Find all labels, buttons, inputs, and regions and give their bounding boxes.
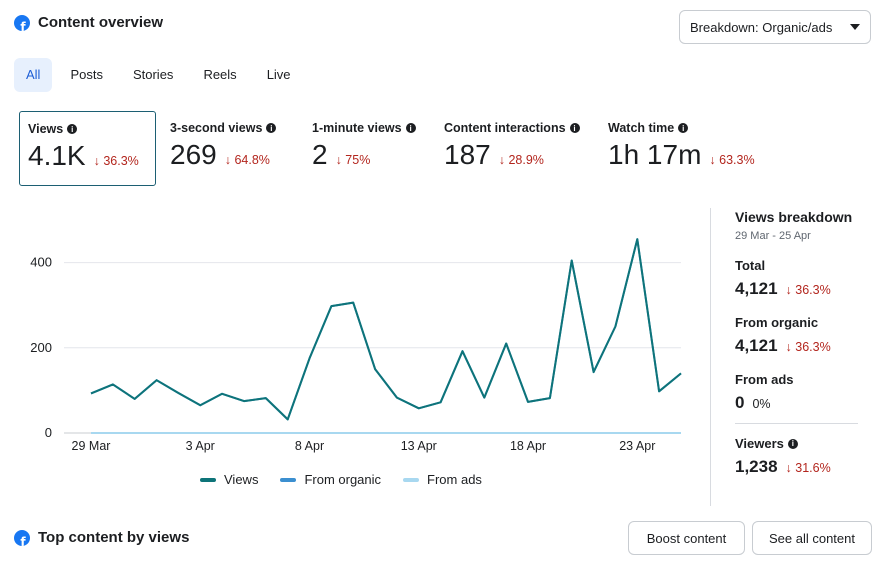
legend-swatch <box>280 477 297 482</box>
boost-content-button[interactable]: Boost content <box>628 521 745 555</box>
metric-change: ↓ 64.8% <box>224 153 270 167</box>
series-line-from-organic <box>90 238 682 421</box>
legend-label: From organic <box>304 472 382 487</box>
section-title: Top content by views <box>38 529 190 546</box>
metric-views[interactable]: Views i 4.1K ↓ 36.3% <box>19 111 156 186</box>
breakdown-label: From organic <box>735 315 819 330</box>
breakdown-value: 0 <box>735 393 745 412</box>
breakdown-title: Views breakdown <box>735 209 853 225</box>
breakdown-from-ads: From ads 0 0% <box>735 372 870 413</box>
metric-value: 1h 17m <box>608 139 702 170</box>
info-icon[interactable]: i <box>405 123 416 133</box>
metric-label: Watch time <box>608 121 675 135</box>
metric-label: Content interactions <box>444 121 566 135</box>
y-tick-label: 400 <box>30 255 52 270</box>
breakdown-total: Total 4,121 ↓ 36.3% <box>735 258 870 299</box>
breakdown-change: ↓ 31.6% <box>785 461 831 475</box>
y-tick-label: 200 <box>30 340 52 355</box>
metric-1-minute-views[interactable]: 1-minute views i 2 ↓ 75% <box>298 111 428 186</box>
see-all-content-button[interactable]: See all content <box>752 521 872 555</box>
breakdown-date-range: 29 Mar - 25 Apr <box>735 230 811 242</box>
content-type-tabs: All Posts Stories Reels Live <box>14 58 303 92</box>
breakdown-value: 1,238 <box>735 457 778 476</box>
content-overview-header: f Content overview <box>14 14 163 31</box>
y-tick-label: 0 <box>45 425 52 440</box>
tab-stories[interactable]: Stories <box>132 67 174 82</box>
info-icon[interactable]: i <box>787 438 798 449</box>
tab-live[interactable]: Live <box>266 67 291 82</box>
info-icon[interactable]: i <box>678 123 689 133</box>
series-line-views <box>90 238 682 421</box>
metric-label: Views <box>28 122 64 136</box>
breakdown-label: Total <box>735 258 766 273</box>
divider <box>735 423 858 424</box>
info-icon[interactable]: i <box>67 124 78 134</box>
breakdown-from-organic: From organic 4,121 ↓ 36.3% <box>735 315 870 356</box>
x-tick-label: 23 Apr <box>619 439 655 453</box>
chevron-down-icon <box>850 24 860 30</box>
breakdown-change: 0% <box>752 397 771 411</box>
metric-3-second-views[interactable]: 3-second views i 269 ↓ 64.8% <box>156 111 298 186</box>
metric-change: ↓ 75% <box>335 153 371 167</box>
metrics-row: Views i 4.1K ↓ 36.3% 3-second views i 269 ↓ … <box>19 111 764 186</box>
breakdown-dropdown[interactable]: Breakdown: Organic/ads <box>679 10 871 44</box>
metric-label: 1-minute views <box>312 121 402 135</box>
breakdown-change: ↓ 36.3% <box>785 283 831 297</box>
x-tick-label: 29 Mar <box>72 439 111 453</box>
metric-change: ↓ 63.3% <box>709 153 755 167</box>
chart-legend: Views From organic From ads <box>200 472 482 487</box>
x-tick-label: 18 Apr <box>510 439 546 453</box>
tab-reels[interactable]: Reels <box>203 67 237 82</box>
metric-change: ↓ 36.3% <box>93 154 139 168</box>
x-tick-label: 13 Apr <box>401 439 437 453</box>
breakdown-viewers: Viewers i 1,238 ↓ 31.6% <box>735 436 870 477</box>
metric-label: 3-second views <box>170 121 263 135</box>
info-icon[interactable]: i <box>266 123 277 133</box>
tab-posts[interactable]: Posts <box>70 67 103 82</box>
legend-label: Views <box>224 472 259 487</box>
x-tick-label: 3 Apr <box>186 439 215 453</box>
views-line-chart: 0 200 400 29 Mar 3 Apr 8 Apr 13 Apr 18 Apr 23 Ap… <box>30 238 682 453</box>
tab-all[interactable]: All <box>14 58 53 92</box>
breakdown-value: 4,121 <box>735 336 778 355</box>
metric-value: 269 <box>170 139 217 170</box>
breakdown-value: 4,121 <box>735 279 778 298</box>
metric-value: 2 <box>312 139 328 170</box>
legend-item-views[interactable]: Views <box>200 472 258 487</box>
info-icon[interactable]: i <box>569 123 580 133</box>
metric-watch-time[interactable]: Watch time i 1h 17m ↓ 63.3% <box>594 111 764 186</box>
facebook-icon: f <box>14 529 30 546</box>
metric-change: ↓ 28.9% <box>498 153 544 167</box>
page-title: Content overview <box>38 14 164 31</box>
legend-swatch <box>200 477 216 482</box>
x-tick-label: 8 Apr <box>295 439 324 453</box>
breakdown-change: ↓ 36.3% <box>785 340 831 354</box>
legend-label: From ads <box>427 472 482 487</box>
legend-item-from-ads[interactable]: From ads <box>403 472 482 487</box>
facebook-icon: f <box>14 14 30 31</box>
legend-swatch <box>403 477 420 482</box>
breakdown-label: Viewers <box>735 436 784 451</box>
breakdown-label: Breakdown: Organic/ads <box>690 19 833 35</box>
metric-value: 4.1K <box>28 140 86 171</box>
views-breakdown-panel: Views breakdown 29 Mar - 25 Apr Total 4,… <box>710 208 870 506</box>
legend-item-from-organic[interactable]: From organic <box>280 472 381 487</box>
breakdown-label: From ads <box>735 372 794 387</box>
top-content-header: f Top content by views <box>14 529 189 546</box>
metric-value: 187 <box>444 139 491 170</box>
metric-content-interactions[interactable]: Content interactions i 187 ↓ 28.9% <box>428 111 594 186</box>
